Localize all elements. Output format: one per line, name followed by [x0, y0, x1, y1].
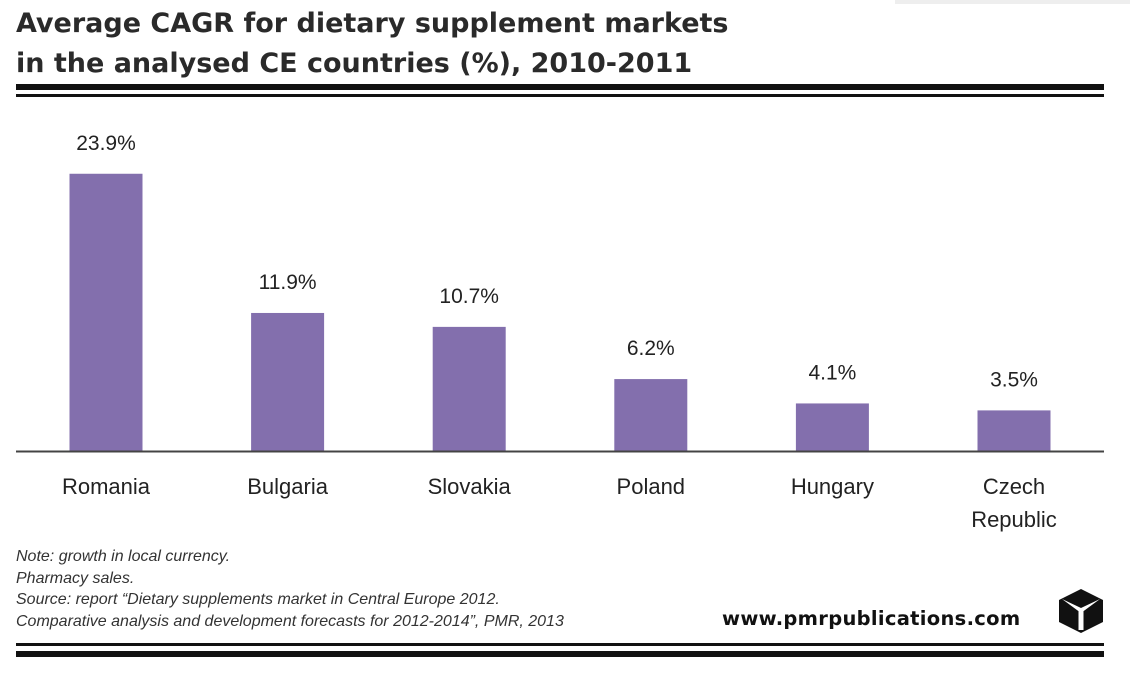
bar-hungary [795, 403, 869, 451]
bar-chart: 23.9% Romania 11.9% Bulgaria 10.7% Slovakia 6.… [16, 132, 1104, 532]
value-label: 23.9% [76, 132, 136, 155]
bar-bulgaria [251, 312, 325, 451]
note-source: Source: report “Dietary supplements mark… [16, 591, 500, 608]
note-source-cont: Comparative analysis and development for… [16, 612, 564, 630]
category-label: Bulgaria [247, 474, 328, 499]
value-label: 6.2% [627, 337, 675, 360]
title-divider-thin [16, 94, 1104, 97]
chart-title-line-2: in the analysed CE countries (%), 2010-2… [16, 48, 693, 79]
pmr-logo-icon [1059, 589, 1103, 633]
chart-title: Average CAGR for dietary supplement mark… [16, 4, 1016, 84]
note-pharmacy: Pharmacy sales. [16, 569, 135, 587]
website-link[interactable]: www.pmrpublications.com [722, 607, 1021, 630]
footer-divider-thin [16, 643, 1104, 646]
value-label: 10.7% [439, 285, 499, 308]
category-label: Hungary [791, 474, 874, 499]
value-label: 4.1% [808, 361, 856, 384]
bar-czech-republic [977, 410, 1051, 451]
value-label: 3.5% [990, 368, 1038, 391]
note-currency: Note: growth in local currency. [16, 548, 231, 565]
bar-romania [69, 173, 143, 451]
chart-title-line-1: Average CAGR for dietary supplement mark… [16, 8, 729, 39]
value-label: 11.9% [259, 271, 317, 294]
footer-divider-thick [16, 651, 1104, 657]
bar-slovakia [432, 326, 506, 451]
top-edge-decoration [895, 0, 1130, 4]
bar-poland [614, 379, 688, 451]
chart-notes: Note: growth in local currency. Pharmacy… [16, 546, 564, 632]
category-label: Poland [617, 474, 686, 499]
category-label: Republic [971, 507, 1057, 532]
category-label: Slovakia [428, 474, 512, 499]
title-divider-thick [16, 84, 1104, 90]
category-label: Czech [983, 474, 1045, 499]
category-label: Romania [62, 474, 151, 499]
